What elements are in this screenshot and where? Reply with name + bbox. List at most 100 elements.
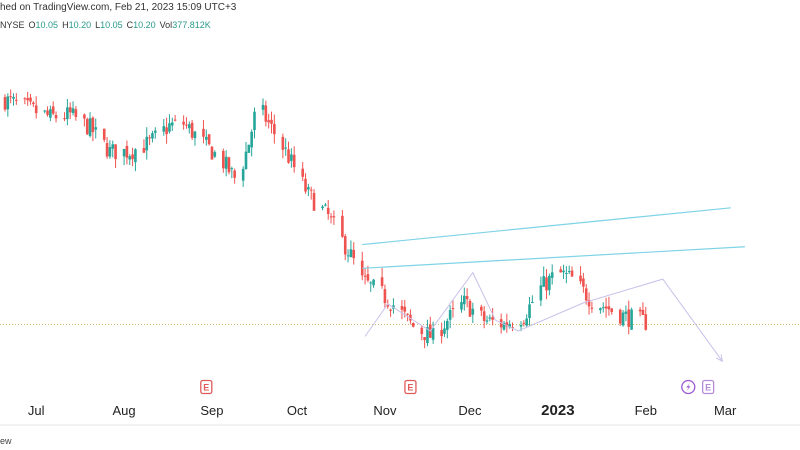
candle-body bbox=[301, 168, 305, 177]
footer-label: ew bbox=[0, 436, 12, 446]
candle-body bbox=[641, 309, 645, 315]
candle-body bbox=[114, 144, 117, 160]
candle-body bbox=[409, 314, 412, 321]
candle-body bbox=[525, 318, 528, 326]
volume-label: Vol bbox=[159, 20, 173, 30]
candle-body bbox=[480, 306, 483, 311]
candle-body bbox=[168, 123, 171, 132]
candle-body bbox=[307, 187, 310, 190]
candle-body bbox=[54, 115, 58, 119]
candle-body bbox=[372, 279, 375, 286]
candle-body bbox=[448, 310, 452, 320]
candle-body bbox=[380, 277, 384, 287]
ohlc-legend: NYSE O10.05 H10.20 L10.05 C10.20 Vol377.812K bbox=[0, 20, 215, 30]
candle-body bbox=[261, 104, 265, 110]
candle-body bbox=[363, 275, 367, 277]
volume-value: 377.812K bbox=[172, 20, 211, 30]
candle-body bbox=[491, 317, 494, 320]
candle-body bbox=[213, 152, 217, 157]
candle-body bbox=[205, 136, 208, 140]
event-label: E bbox=[407, 382, 413, 392]
candle-body bbox=[582, 278, 585, 287]
earnings-marker-icon[interactable]: E bbox=[404, 379, 417, 395]
candles-group bbox=[3, 89, 648, 349]
candle-body bbox=[411, 322, 415, 327]
pattern-group[interactable] bbox=[364, 271, 723, 363]
candle-body bbox=[485, 320, 489, 322]
exchange-label: NYSE bbox=[0, 20, 25, 30]
candle-body bbox=[190, 122, 194, 138]
candle-body bbox=[531, 301, 534, 303]
channel-group[interactable] bbox=[362, 207, 746, 269]
candle-body bbox=[151, 133, 154, 139]
candle-body bbox=[638, 309, 642, 312]
candle-body bbox=[63, 118, 66, 120]
candle-body bbox=[187, 124, 191, 129]
candle-body bbox=[292, 154, 296, 168]
candle-body bbox=[287, 149, 290, 163]
candle-body bbox=[550, 272, 554, 278]
candle-body bbox=[312, 193, 316, 211]
candle-body bbox=[343, 236, 347, 255]
candle-body bbox=[153, 130, 157, 133]
candle-body bbox=[443, 328, 446, 334]
candle-body bbox=[431, 327, 435, 340]
candle-body bbox=[482, 311, 486, 321]
pattern-zigzag-line[interactable] bbox=[364, 271, 723, 362]
candle-body bbox=[386, 304, 390, 307]
candle-body bbox=[341, 215, 344, 237]
candle-body bbox=[590, 307, 594, 309]
candle-body bbox=[465, 296, 469, 300]
earnings-marker-icon[interactable]: E bbox=[701, 379, 715, 395]
candle-body bbox=[34, 105, 38, 114]
candle-body bbox=[273, 123, 276, 135]
open-value: 10.05 bbox=[35, 20, 59, 30]
candle-body bbox=[505, 322, 509, 327]
close-value: 10.20 bbox=[133, 20, 156, 30]
candle-body bbox=[542, 276, 545, 287]
candle-body bbox=[584, 288, 588, 301]
candle-body bbox=[88, 118, 92, 137]
publish-info: hed on TradingView.com, Feb 21, 2023 15:… bbox=[0, 2, 237, 13]
candle-body bbox=[270, 119, 273, 124]
candle-body bbox=[15, 99, 18, 101]
candle-body bbox=[471, 308, 475, 315]
candle-body bbox=[329, 216, 333, 218]
time-axis[interactable]: Jul Aug Sep Oct Nov Dec 2023 Feb Mar bbox=[28, 402, 737, 419]
candle-body bbox=[207, 134, 211, 145]
x-tick-label: Feb bbox=[635, 403, 657, 418]
candle-body bbox=[324, 204, 327, 206]
candle-body bbox=[460, 302, 463, 310]
candle-body bbox=[511, 327, 514, 329]
candle-body bbox=[71, 108, 75, 114]
candle-body bbox=[326, 207, 330, 215]
candle-body bbox=[253, 111, 256, 131]
candle-body bbox=[94, 127, 98, 130]
high-label: H bbox=[62, 20, 69, 30]
candle-body bbox=[244, 151, 248, 170]
candle-body bbox=[102, 128, 106, 140]
candle-body bbox=[247, 144, 251, 153]
close-label: C bbox=[126, 20, 134, 30]
dividend-bolt-icon[interactable] bbox=[681, 379, 696, 395]
candle-body bbox=[346, 255, 350, 257]
candle-body bbox=[111, 144, 115, 149]
event-label: E bbox=[705, 382, 711, 392]
earnings-marker-icon[interactable]: E bbox=[200, 379, 213, 395]
candle-body bbox=[145, 136, 149, 151]
candle-body bbox=[349, 249, 353, 258]
candle-body bbox=[142, 148, 146, 153]
candle-body bbox=[389, 309, 392, 311]
candle-body bbox=[6, 96, 10, 110]
pattern-arrow-icon bbox=[715, 354, 723, 363]
channel-top-line[interactable] bbox=[362, 207, 731, 246]
candle-body bbox=[66, 107, 69, 120]
candle-body bbox=[627, 309, 631, 327]
channel-bottom-line[interactable] bbox=[362, 246, 746, 269]
candle-body bbox=[85, 119, 89, 135]
x-tick-label: Mar bbox=[714, 403, 737, 418]
candle-body bbox=[32, 102, 35, 105]
x-tick-label: Aug bbox=[113, 403, 136, 418]
